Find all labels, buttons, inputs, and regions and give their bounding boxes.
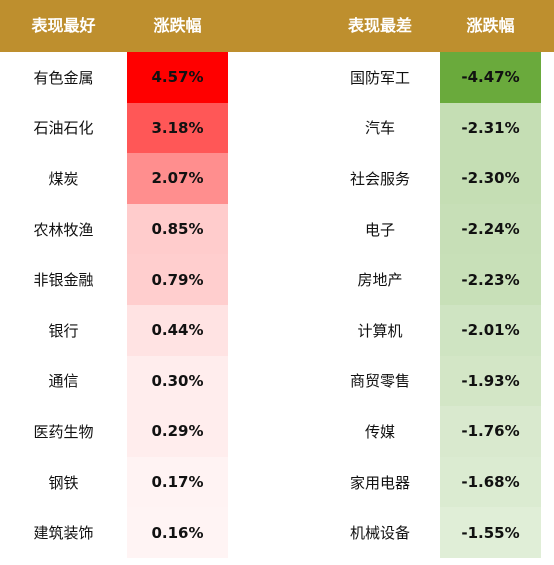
table-header: 表现最好 涨跌幅 表现最差 涨跌幅 xyxy=(0,0,554,52)
table-row: 通信 0.30% 商贸零售 -1.93% xyxy=(0,355,554,407)
worst-sector-name: 房地产 xyxy=(357,271,403,290)
worst-sector-change: -1.93% xyxy=(440,355,541,407)
best-sector-change: 4.57% xyxy=(127,52,228,103)
best-sector-change: 0.29% xyxy=(127,406,228,457)
table-row: 有色金属 4.57% 国防军工 -4.47% xyxy=(0,52,554,103)
best-sector-name: 银行 xyxy=(48,321,79,340)
worst-sector-change: -1.55% xyxy=(440,507,541,558)
best-sector-change: 0.16% xyxy=(127,507,228,558)
best-sector-name: 建筑装饰 xyxy=(33,524,94,543)
worst-sector-change: -1.76% xyxy=(440,406,541,457)
worst-sector-name: 社会服务 xyxy=(349,169,410,188)
table-row: 医药生物 0.29% 传媒 -1.76% xyxy=(0,406,554,457)
best-sector-name: 通信 xyxy=(48,372,79,391)
best-sector-name: 石油石化 xyxy=(33,119,94,138)
best-sector-change: 2.07% xyxy=(127,153,228,204)
table-row: 非银金融 0.79% 房地产 -2.23% xyxy=(0,254,554,305)
best-sector-change: 0.30% xyxy=(127,355,228,407)
best-sector-change: 0.44% xyxy=(127,304,228,356)
table-body: 有色金属 4.57% 国防军工 -4.47% 石油石化 3.18% 汽车 -2.… xyxy=(0,52,554,558)
best-sector-change: 3.18% xyxy=(127,102,228,154)
best-sector-name: 煤炭 xyxy=(48,169,79,188)
worst-sector-change: -2.31% xyxy=(440,102,541,154)
table-row: 煤炭 2.07% 社会服务 -2.30% xyxy=(0,153,554,204)
worst-sector-change: -1.68% xyxy=(440,456,541,508)
header-worst-label: 表现最差 xyxy=(347,16,412,35)
best-sector-name: 农林牧渔 xyxy=(33,220,94,239)
table-row: 钢铁 0.17% 家用电器 -1.68% xyxy=(0,456,554,508)
best-sector-name: 非银金融 xyxy=(33,271,94,290)
table-row: 建筑装饰 0.16% 机械设备 -1.55% xyxy=(0,507,554,558)
table-row: 石油石化 3.18% 汽车 -2.31% xyxy=(0,102,554,154)
worst-sector-name: 电子 xyxy=(364,220,395,239)
header-best-change-label: 涨跌幅 xyxy=(153,16,202,35)
worst-sector-name: 汽车 xyxy=(364,119,395,138)
best-sector-name: 钢铁 xyxy=(48,473,79,492)
worst-sector-name: 家用电器 xyxy=(349,473,410,492)
best-sector-change: 0.85% xyxy=(127,203,228,255)
worst-sector-change: -2.30% xyxy=(440,153,541,204)
worst-sector-change: -2.23% xyxy=(440,254,541,305)
worst-sector-name: 传媒 xyxy=(364,422,395,441)
best-sector-name: 有色金属 xyxy=(33,68,94,87)
worst-sector-change: -2.01% xyxy=(440,304,541,356)
worst-sector-name: 商贸零售 xyxy=(349,372,410,391)
header-best-label: 表现最好 xyxy=(31,16,96,35)
header-worst-change-label: 涨跌幅 xyxy=(466,16,515,35)
table-row: 银行 0.44% 计算机 -2.01% xyxy=(0,304,554,356)
worst-sector-change: -2.24% xyxy=(440,203,541,255)
best-sector-change: 0.79% xyxy=(127,254,228,305)
worst-sector-name: 机械设备 xyxy=(349,524,410,543)
worst-sector-name: 计算机 xyxy=(357,321,403,340)
best-sector-change: 0.17% xyxy=(127,456,228,508)
table-row: 农林牧渔 0.85% 电子 -2.24% xyxy=(0,203,554,255)
best-sector-name: 医药生物 xyxy=(33,422,94,441)
worst-sector-name: 国防军工 xyxy=(349,68,410,87)
worst-sector-change: -4.47% xyxy=(440,52,541,103)
